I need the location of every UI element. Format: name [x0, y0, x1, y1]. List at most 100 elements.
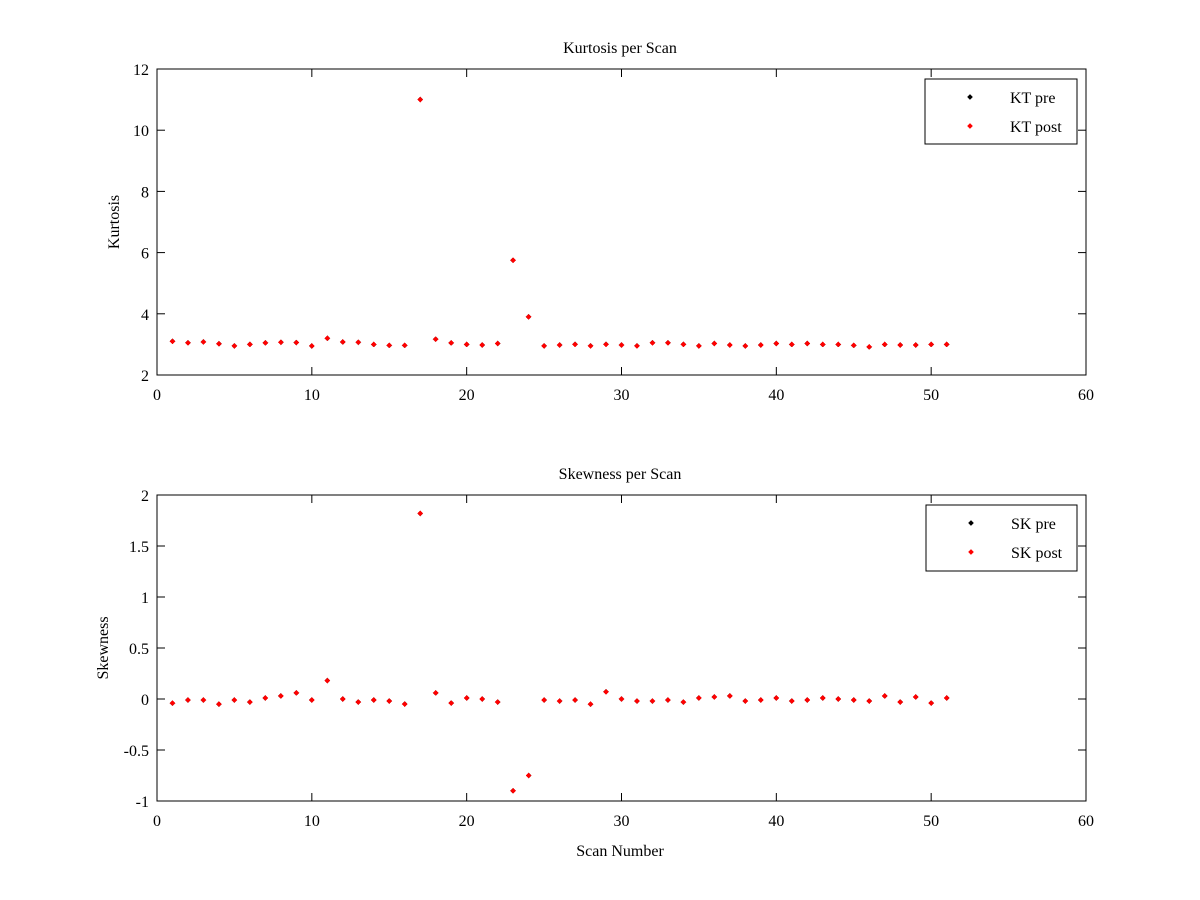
skewness-data-point [664, 697, 671, 703]
kurtosis-data-point [215, 340, 222, 347]
kurtosis-data-point [231, 342, 238, 349]
skewness-y-tick-label: 0 [141, 692, 149, 709]
kurtosis-x-tick-label: 10 [304, 387, 320, 404]
kurtosis-data-point [618, 342, 625, 348]
skewness-data-point [819, 695, 826, 701]
skewness-data-point [339, 696, 346, 702]
skewness-data-point [742, 698, 749, 704]
kurtosis-x-tick-label: 0 [153, 387, 161, 404]
kurtosis-legend-label: KT pre [1010, 90, 1055, 107]
skewness-y-tick-label: 1 [141, 590, 149, 607]
skewness-data-point [680, 699, 687, 706]
kurtosis-data-point [308, 342, 315, 349]
skewness-data-point [556, 698, 563, 704]
kurtosis-data-point [912, 342, 919, 348]
kurtosis-data-point [494, 340, 501, 347]
kurtosis-y-tick-label: 10 [133, 123, 149, 140]
kurtosis-data-point [339, 338, 346, 345]
skewness-data-point [757, 697, 764, 703]
kurtosis-y-tick-label: 6 [141, 246, 149, 263]
kurtosis-data-point [293, 339, 300, 346]
skewness-data-point [417, 510, 424, 517]
kurtosis-data-point [835, 341, 842, 348]
skewness-x-tick-label: 40 [768, 813, 784, 830]
skewness-data-point [881, 692, 888, 699]
skewness-legend-marker [968, 549, 974, 555]
kurtosis-data-point [479, 342, 486, 348]
skewness-data-point [448, 700, 455, 707]
kurtosis-data-point [448, 339, 455, 346]
kurtosis-legend-label: KT post [1010, 119, 1062, 136]
kurtosis-x-tick-label: 40 [768, 387, 784, 404]
skewness-data-point [943, 695, 950, 701]
skewness-data-point [897, 699, 904, 706]
skewness-data-point [463, 695, 470, 701]
skewness-data-point [726, 692, 733, 699]
kurtosis-legend-marker [967, 94, 973, 100]
skewness-data-point [324, 677, 331, 684]
skewness-panel: Skewness per Scan Skewness Scan Number 0… [95, 466, 1094, 860]
skewness-data-point [835, 696, 842, 702]
kurtosis-data-point [742, 342, 749, 349]
skewness-data-point [773, 695, 780, 701]
skewness-y-tick-label: -1 [136, 794, 149, 811]
skewness-data-point [603, 688, 609, 695]
kurtosis-data-point [680, 341, 687, 348]
skewness-y-tick-label: 1.5 [129, 539, 149, 556]
skewness-data-point [293, 689, 300, 696]
kurtosis-y-tick-label: 8 [141, 184, 149, 201]
skewness-y-tick-label: -0.5 [124, 743, 149, 760]
skewness-x-tick-label: 50 [923, 813, 939, 830]
kurtosis-data-point [262, 339, 269, 346]
skewness-data-point [541, 697, 548, 703]
skewness-data-point [711, 694, 718, 700]
skewness-data-point [788, 698, 795, 704]
skewness-x-axis-label: Scan Number [576, 843, 664, 860]
kurtosis-data-point [417, 96, 424, 103]
skewness-data-point [246, 699, 253, 706]
skewness-data-point [231, 697, 238, 703]
kurtosis-data-point [881, 341, 888, 348]
kurtosis-data-point [246, 341, 253, 348]
skewness-x-tick-label: 30 [614, 813, 630, 830]
kurtosis-legend: KT pre KT post [924, 78, 1078, 145]
skewness-data-point [587, 701, 594, 708]
kurtosis-data-point [370, 341, 377, 348]
skewness-x-tick-label: 10 [304, 813, 320, 830]
kurtosis-x-tick-label: 20 [459, 387, 475, 404]
kurtosis-data-point [386, 342, 393, 349]
skewness-data-point [370, 697, 377, 703]
kurtosis-data-point [355, 339, 362, 346]
kurtosis-legend-marker [967, 123, 973, 129]
kurtosis-data-point [850, 342, 857, 349]
skewness-data-point [649, 698, 656, 704]
skewness-data-point [695, 695, 702, 701]
kurtosis-data-point [572, 341, 579, 348]
skewness-data-point [215, 701, 222, 708]
skewness-data-point [262, 695, 269, 701]
kurtosis-data-point [757, 342, 764, 348]
kurtosis-x-tick-label: 60 [1078, 387, 1094, 404]
skewness-data-point [355, 699, 362, 706]
skewness-data-point [510, 787, 517, 794]
skewness-data-point [850, 697, 857, 703]
skewness-y-tick-label: 0.5 [129, 641, 149, 658]
skewness-x-tick-label: 60 [1078, 813, 1094, 830]
kurtosis-data-point [541, 342, 548, 349]
skewness-data-point [401, 701, 408, 708]
skewness-chart-title: Skewness per Scan [559, 466, 682, 483]
kurtosis-data-point [432, 336, 439, 343]
kurtosis-data-point [634, 342, 640, 349]
skewness-legend-marker [968, 520, 974, 526]
skewness-data-point [494, 699, 501, 706]
kurtosis-data-point [169, 338, 176, 345]
kurtosis-data-point [788, 341, 795, 348]
kurtosis-data-point [726, 342, 733, 348]
skewness-data-point [169, 700, 176, 707]
kurtosis-data-point [943, 341, 950, 348]
skewness-data-point [928, 700, 935, 707]
kurtosis-y-tick-label: 2 [141, 368, 149, 385]
kurtosis-data-point [819, 341, 826, 348]
